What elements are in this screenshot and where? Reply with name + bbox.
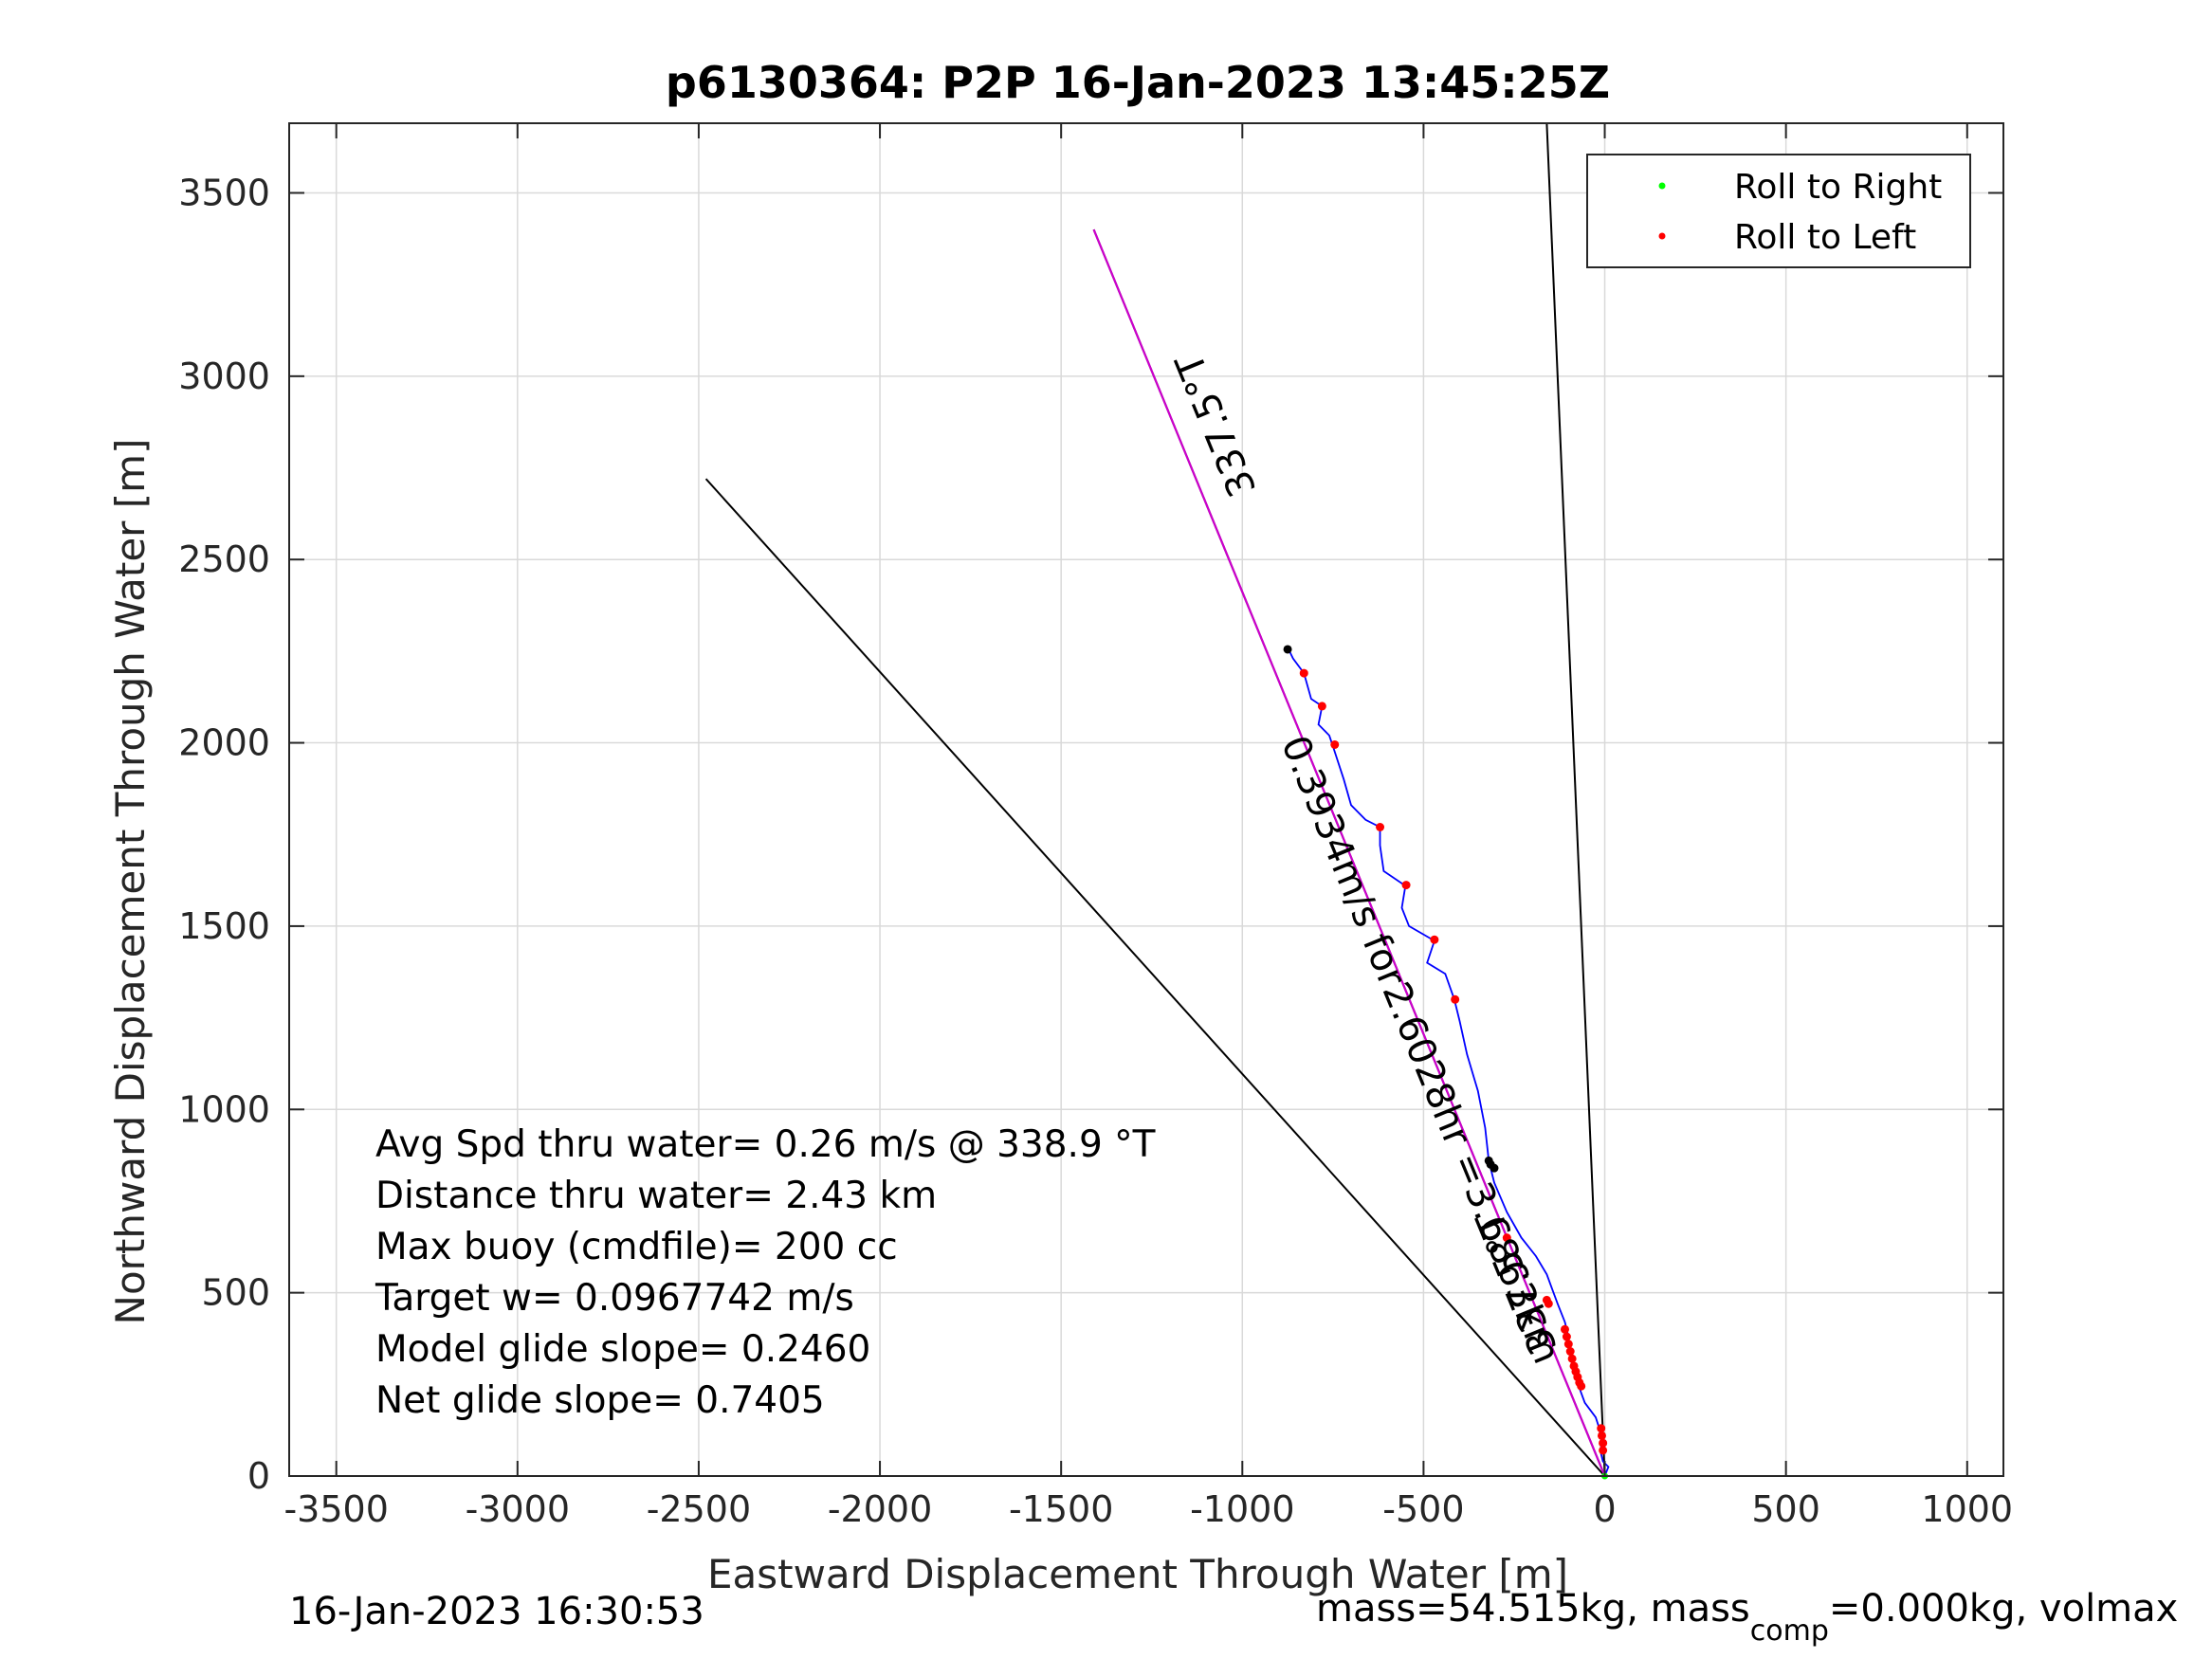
x-tick-label: -3500 [283, 1488, 388, 1530]
y-tick-label: 0 [247, 1455, 270, 1497]
footer-date: 16-Jan-2023 16:30:53 [289, 1590, 704, 1633]
x-tick-label: 500 [1751, 1488, 1820, 1530]
x-tick-labels: -3500 -3000 -2500 -2000 -1500 -1000 -500 0 500 10… [283, 1488, 2013, 1530]
info-box: Avg Spd thru water= 0.26 m/s @ 338.9 °T … [375, 1123, 1156, 1422]
axes-box [288, 122, 2004, 1477]
axis-ticks [289, 123, 2003, 1477]
legend-label-roll-left: Roll to Left [1734, 218, 1916, 257]
roll-left-point [1563, 1340, 1573, 1349]
roll-left-point [1299, 668, 1308, 678]
x-tick-label: -2000 [828, 1488, 932, 1530]
roll-left-point [1430, 935, 1439, 944]
legend: Roll to Right Roll to Left [1586, 154, 1971, 268]
y-tick-label: 2000 [178, 722, 270, 764]
roll-left-point [1599, 1446, 1608, 1455]
x-tick-label: -1500 [1009, 1488, 1113, 1530]
reference-line [704, 478, 1606, 1477]
legend-label-roll-right: Roll to Right [1734, 168, 1942, 207]
roll-left-point [1562, 1332, 1571, 1341]
x-tick-label: 0 [1593, 1488, 1616, 1530]
y-tick-label: 1000 [178, 1088, 270, 1130]
roll-left-point [1330, 739, 1340, 749]
footer-mass-subscript: comp [1750, 1614, 1829, 1648]
course-line [1092, 228, 1606, 1477]
track-path [1287, 647, 1610, 1477]
x-tick-label: -1000 [1190, 1488, 1294, 1530]
chart-title: p6130364: P2P 16-Jan-2023 13:45:25Z [666, 57, 1610, 108]
footer-mass: mass=54.515kg, masscomp=0.000kg, volmax [1316, 1587, 2178, 1648]
roll-left-point [1577, 1381, 1586, 1391]
roll-left-point [1544, 1299, 1553, 1308]
y-tick-label: 3500 [178, 172, 270, 213]
course-line-segment [1092, 228, 1606, 1477]
roll-left-point [1376, 823, 1385, 832]
footer-mass-prefix: mass=54.515kg, mass [1316, 1587, 1750, 1631]
y-tick-labels: 0 500 1000 1500 2000 2500 3000 3500 [178, 172, 270, 1497]
info-line-avg-speed: Avg Spd thru water= 0.26 m/s @ 338.9 °T [375, 1123, 1156, 1166]
info-line-model-glide: Model glide slope= 0.2460 [375, 1328, 870, 1371]
info-line-target-w: Target w= 0.0967742 m/s [375, 1277, 854, 1320]
y-tick-label: 3000 [178, 356, 270, 397]
reference-line [1545, 122, 1606, 1477]
dive-start-point [1283, 645, 1292, 654]
roll-left-point [1597, 1431, 1606, 1440]
roll-left-point [1597, 1424, 1606, 1433]
legend-box [1586, 154, 1971, 268]
grid [289, 123, 2003, 1477]
info-line-max-buoy: Max buoy (cmdfile)= 200 cc [375, 1226, 898, 1268]
footer-mass-suffix: =0.000kg, volmax [1829, 1587, 2178, 1631]
reference-lines [704, 122, 1606, 1477]
heading-annotation-upper: 337.5°T [1167, 346, 1265, 502]
roll-left-point [1599, 1438, 1608, 1448]
roll-left-point [1317, 702, 1326, 711]
info-line-net-glide: Net glide slope= 0.7405 [375, 1379, 825, 1422]
glider-track [1287, 647, 1610, 1477]
roll-markers [1283, 645, 1609, 1480]
roll-left-point [1560, 1324, 1569, 1334]
legend-marker-roll-right [1658, 182, 1666, 190]
legend-marker-roll-left [1658, 232, 1666, 240]
y-tick-label: 1500 [178, 905, 270, 947]
y-axis-label: Northward Displacement Through Water [m] [107, 439, 154, 1325]
roll-left-point [1567, 1354, 1577, 1363]
roll-left-point [1502, 1233, 1511, 1243]
x-tick-label: -2500 [647, 1488, 751, 1530]
x-tick-label: -3000 [466, 1488, 570, 1530]
y-tick-label: 500 [201, 1272, 270, 1314]
x-axis-label: Eastward Displacement Through Water [m] [707, 1551, 1568, 1597]
roll-left-point [1451, 994, 1460, 1004]
roll-left-point [1401, 881, 1411, 890]
dive-start-point [1490, 1163, 1499, 1173]
x-tick-label: -500 [1382, 1488, 1464, 1530]
info-line-distance: Distance thru water= 2.43 km [375, 1175, 937, 1217]
heading-annotation-lower: 337.5°T [1469, 1204, 1566, 1360]
roll-left-point [1565, 1347, 1575, 1357]
x-tick-label: 1000 [1921, 1488, 2013, 1530]
y-tick-label: 2500 [178, 538, 270, 580]
